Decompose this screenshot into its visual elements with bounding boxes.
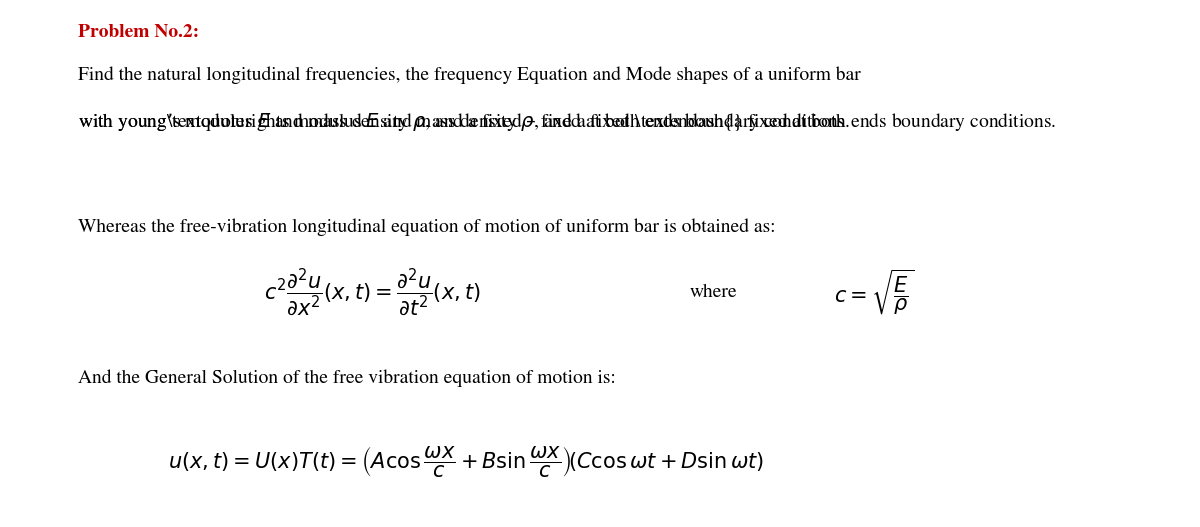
Text: where: where (690, 284, 738, 301)
Text: with young\textquoterights modulus $\mathit{E}$ and mass density $\rho$, and a f: with young\textquoterights modulus $\mat… (78, 111, 1056, 133)
Text: Problem No.2:: Problem No.2: (78, 24, 199, 41)
Text: And the General Solution of the free vibration equation of motion is:: And the General Solution of the free vib… (78, 369, 616, 387)
Text: with young’s modulus $\mathit{E}$ and mass density $\rho$, and a fixed – fixed a: with young’s modulus $\mathit{E}$ and ma… (78, 111, 850, 133)
Text: Whereas the free-vibration longitudinal equation of motion of uniform bar is obt: Whereas the free-vibration longitudinal … (78, 219, 775, 237)
Text: $c^2\dfrac{\partial^2 u}{\partial x^2}(x,t) = \dfrac{\partial^2 u}{\partial t^2}: $c^2\dfrac{\partial^2 u}{\partial x^2}(x… (264, 267, 481, 318)
Text: $u(x,t) = U(x)T(t) = \left(A\cos\dfrac{\omega x}{c} + B\sin\dfrac{\omega x}{c}\r: $u(x,t) = U(x)T(t) = \left(A\cos\dfrac{\… (168, 444, 764, 479)
Text: $c = \sqrt{\dfrac{E}{\rho}}$: $c = \sqrt{\dfrac{E}{\rho}}$ (834, 268, 914, 317)
Text: Find the natural longitudinal frequencies, the frequency Equation and Mode shape: Find the natural longitudinal frequencie… (78, 66, 860, 84)
